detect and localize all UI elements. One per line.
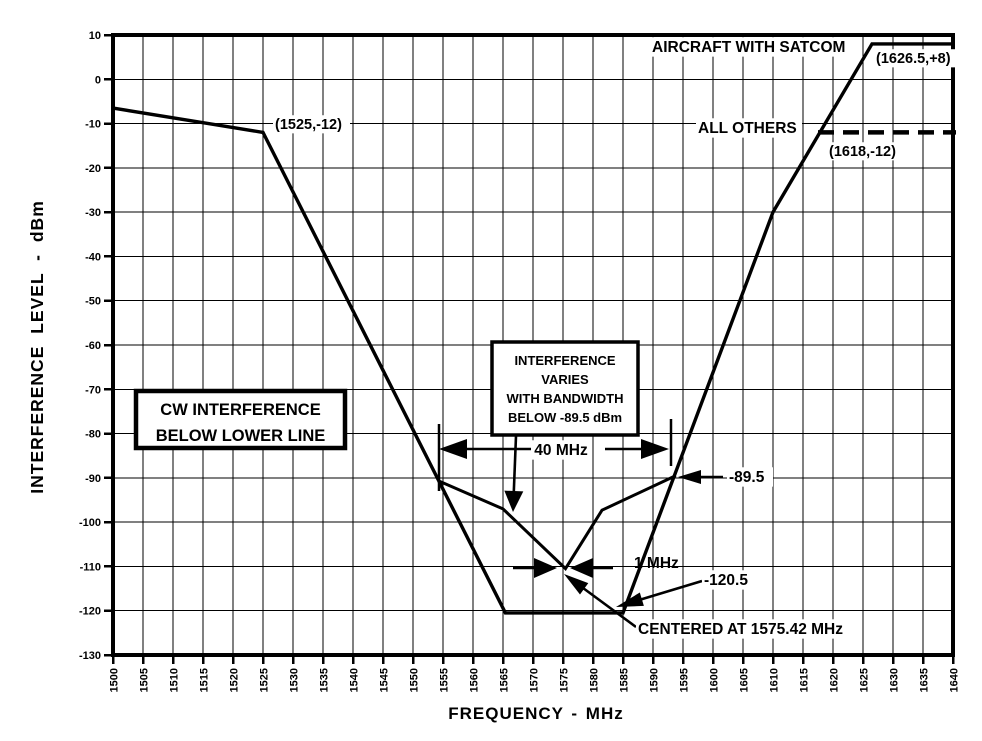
forty-mhz-label-bg [532, 440, 590, 460]
bandwidth-note-box-line: BELOW -89.5 dBm [508, 410, 622, 425]
x-tick-label: 1630 [889, 668, 901, 692]
x-tick-label: 1520 [229, 668, 241, 692]
all-others-label: ALL OTHERS [698, 120, 797, 137]
centered-at-label: CENTERED AT 1575.42 MHz [638, 621, 843, 638]
one-mhz-label: 1 MHz [634, 555, 679, 572]
centered-at-arrow-head [564, 574, 589, 595]
y-tick-label: -30 [85, 207, 101, 219]
y-tick-label: -50 [85, 296, 101, 308]
x-tick-label: 1585 [619, 668, 631, 692]
x-tick-label: 1510 [169, 668, 181, 692]
centered-at-label-bg [636, 619, 852, 639]
minus-89-5-label: -89.5 [729, 469, 765, 486]
x-tick-label: 1560 [469, 668, 481, 692]
y-tick-label: 0 [95, 74, 101, 86]
all-others-endpoint-label: (1618,-12) [829, 144, 896, 160]
bandwidth-note-box-line: INTERFERENCE [514, 353, 615, 368]
x-tick-label: 1545 [379, 668, 391, 692]
y-tick-label: -80 [85, 429, 101, 441]
x-tick-label: 1640 [949, 668, 961, 692]
x-tick-label: 1620 [829, 668, 841, 692]
x-tick-label: 1565 [499, 668, 511, 692]
x-tick-label: 1625 [859, 668, 871, 692]
bandwidth-note-box-line: WITH BANDWIDTH [507, 391, 624, 406]
x-tick-label: 1515 [199, 668, 211, 692]
one-mhz-arrow-right-head [570, 558, 593, 578]
forty-mhz-arrow-right-head [641, 439, 669, 459]
cw-interference-box [133, 388, 348, 451]
x-tick-label: 1600 [709, 668, 721, 692]
x-tick-label: 1580 [589, 668, 601, 692]
y-tick-label: -20 [85, 163, 101, 175]
x-tick-label: 1575 [559, 668, 571, 692]
x-tick-label: 1530 [289, 668, 301, 692]
cw-interference-box-line: BELOW LOWER LINE [156, 427, 326, 445]
forty-mhz-label: 40 MHz [534, 442, 588, 459]
bandwidth-note-box-line: VARIES [541, 372, 589, 387]
x-tick-label: 1595 [679, 668, 691, 692]
point-1525-label: (1525,-12) [275, 117, 342, 133]
minus-89-5-label-bg [727, 467, 773, 487]
minus-120-5-label: -120.5 [704, 572, 748, 589]
minus-89-5-arrow-head [678, 470, 701, 484]
aircraft-with-satcom-label: AIRCRAFT WITH SATCOM [652, 39, 845, 56]
y-tick-label: -40 [85, 251, 101, 263]
cw-interference-box-line: CW INTERFERENCE [160, 401, 320, 419]
x-axis-title: FREQUENCY - MHz [448, 704, 623, 723]
y-tick-label: -10 [85, 119, 101, 131]
forty-mhz-arrow-left-head [439, 439, 467, 459]
x-tick-label: 1525 [259, 668, 271, 692]
centered-at-arrow-shaft [581, 586, 637, 629]
x-tick-label: 1535 [319, 668, 331, 692]
point-1525-label-bg [273, 115, 350, 134]
x-tick-label: 1505 [139, 668, 151, 692]
minus-120-5-arrow-head [616, 592, 644, 607]
minus-120-5-arrow-shaft [639, 579, 703, 602]
y-tick-label: -120 [79, 606, 101, 618]
bandwidth-note-box [490, 340, 640, 437]
bandwidth-pointer-arrow-shaft [512, 435, 518, 494]
series-cw-interference-lower-line [438, 474, 677, 571]
x-tick-label: 1590 [649, 668, 661, 692]
y-tick-label: 10 [89, 30, 101, 42]
y-tick-label: -110 [80, 561, 101, 573]
x-tick-label: 1605 [739, 668, 751, 692]
x-tick-label: 1610 [769, 668, 781, 692]
all-others-label-bg [696, 118, 802, 138]
x-tick-label: 1635 [919, 668, 931, 692]
satcom-endpoint-label: (1626.5,+8) [876, 51, 951, 67]
y-tick-label: -130 [79, 650, 101, 662]
plot-border [111, 33, 955, 657]
x-tick-label: 1500 [109, 668, 121, 692]
x-tick-label: 1570 [529, 668, 541, 692]
y-tick-label: -90 [85, 473, 101, 485]
one-mhz-arrow-left-head [534, 558, 557, 578]
bandwidth-pointer-arrow-head [504, 490, 524, 512]
x-tick-label: 1550 [409, 668, 421, 692]
y-tick-label: -60 [85, 340, 101, 352]
x-tick-label: 1615 [799, 668, 811, 692]
x-tick-label: 1540 [349, 668, 361, 692]
all-others-endpoint-label-bg [827, 142, 903, 161]
y-axis-title: INTERFERENCE LEVEL - dBm [27, 200, 47, 494]
y-tick-label: -70 [85, 384, 101, 396]
y-tick-label: -100 [79, 517, 101, 529]
x-tick-label: 1555 [439, 668, 451, 692]
series-broadband-mask-aircraft-with-satcom [112, 42, 953, 615]
aircraft-with-satcom-label-bg [650, 37, 853, 57]
satcom-endpoint-label-bg [874, 49, 960, 68]
minus-120-5-label-bg [702, 570, 762, 590]
